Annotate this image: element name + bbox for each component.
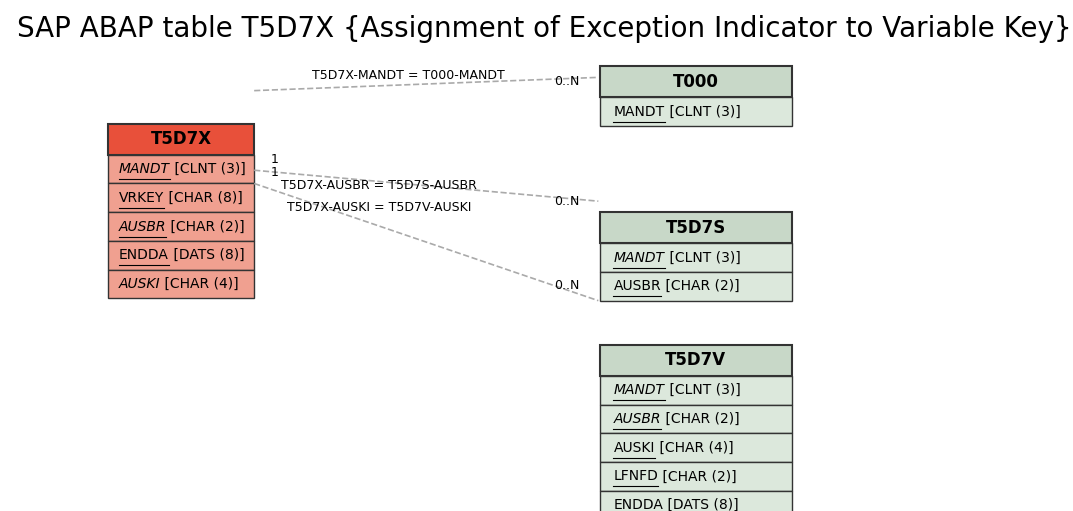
Text: [CHAR (4)]: [CHAR (4)] <box>655 440 734 455</box>
Text: VRKEY: VRKEY <box>118 191 164 205</box>
Text: AUSKI: AUSKI <box>118 277 160 291</box>
Text: MANDT: MANDT <box>614 250 664 265</box>
Text: [CLNT (3)]: [CLNT (3)] <box>664 105 740 119</box>
Text: MANDT [CLNT (3)]: MANDT [CLNT (3)] <box>118 162 245 176</box>
Text: [CHAR (2)]: [CHAR (2)] <box>661 412 739 426</box>
Bar <box>600 376 792 405</box>
Text: [CHAR (8)]: [CHAR (8)] <box>164 191 242 205</box>
Text: [CHAR (2)]: [CHAR (2)] <box>661 280 739 293</box>
Text: AUSBR: AUSBR <box>614 280 661 293</box>
Text: T5D7S: T5D7S <box>665 219 726 237</box>
Text: ENDDA: ENDDA <box>118 248 168 262</box>
Bar <box>600 97 792 126</box>
Text: [CLNT (3)]: [CLNT (3)] <box>664 250 740 265</box>
Text: [CLNT (3)]: [CLNT (3)] <box>664 383 740 397</box>
Bar <box>600 243 792 272</box>
Text: AUSKI [CHAR (4)]: AUSKI [CHAR (4)] <box>118 277 238 291</box>
Bar <box>108 241 254 270</box>
Text: T000: T000 <box>673 73 719 91</box>
Bar <box>600 272 792 300</box>
Text: 0..N: 0..N <box>554 195 579 207</box>
Text: T5D7X-MANDT = T000-MANDT: T5D7X-MANDT = T000-MANDT <box>312 69 504 82</box>
Bar <box>108 183 254 212</box>
Text: SAP ABAP table T5D7X {Assignment of Exception Indicator to Variable Key}: SAP ABAP table T5D7X {Assignment of Exce… <box>17 15 1071 43</box>
Text: 1: 1 <box>270 153 279 166</box>
Text: AUSBR [CHAR (2)]: AUSBR [CHAR (2)] <box>614 412 739 426</box>
Text: AUSBR: AUSBR <box>118 220 166 234</box>
Text: [CHAR (4)]: [CHAR (4)] <box>160 277 239 291</box>
Bar <box>600 66 792 97</box>
Text: AUSBR [CHAR (2)]: AUSBR [CHAR (2)] <box>118 220 245 234</box>
Bar <box>600 345 792 376</box>
Text: AUSKI: AUSKI <box>614 440 655 455</box>
Text: LFNFD: LFNFD <box>614 470 658 483</box>
Text: [CHAR (2)]: [CHAR (2)] <box>659 470 737 483</box>
Bar <box>108 155 254 183</box>
Text: MANDT: MANDT <box>118 162 170 176</box>
Text: T5D7X-AUSBR = T5D7S-AUSBR: T5D7X-AUSBR = T5D7S-AUSBR <box>281 179 477 192</box>
Text: MANDT: MANDT <box>614 383 664 397</box>
Text: ENDDA [DATS (8)]: ENDDA [DATS (8)] <box>118 248 244 262</box>
Text: MANDT [CLNT (3)]: MANDT [CLNT (3)] <box>614 105 740 119</box>
Bar <box>600 462 792 491</box>
Text: MANDT: MANDT <box>614 105 664 119</box>
Bar <box>108 124 254 155</box>
Bar <box>600 433 792 462</box>
Text: AUSBR: AUSBR <box>614 412 661 426</box>
Text: AUSBR [CHAR (2)]: AUSBR [CHAR (2)] <box>614 280 739 293</box>
Text: ENDDA: ENDDA <box>614 498 663 511</box>
Text: T5D7X-AUSKI = T5D7V-AUSKI: T5D7X-AUSKI = T5D7V-AUSKI <box>286 201 471 215</box>
Text: LFNFD [CHAR (2)]: LFNFD [CHAR (2)] <box>614 470 737 483</box>
Text: T5D7X: T5D7X <box>150 130 211 148</box>
Text: 0..N: 0..N <box>554 278 579 292</box>
Bar <box>600 212 792 243</box>
Text: 1: 1 <box>270 166 279 179</box>
Text: ENDDA [DATS (8)]: ENDDA [DATS (8)] <box>614 498 739 511</box>
Bar <box>600 491 792 511</box>
Text: AUSKI [CHAR (4)]: AUSKI [CHAR (4)] <box>614 440 734 455</box>
Text: T5D7V: T5D7V <box>665 352 726 369</box>
Text: 0..N: 0..N <box>554 75 579 88</box>
Text: VRKEY [CHAR (8)]: VRKEY [CHAR (8)] <box>118 191 242 205</box>
Bar <box>108 212 254 241</box>
Text: [DATS (8)]: [DATS (8)] <box>168 248 245 262</box>
Text: [CLNT (3)]: [CLNT (3)] <box>170 162 246 176</box>
Text: [CHAR (2)]: [CHAR (2)] <box>166 220 245 234</box>
Text: MANDT [CLNT (3)]: MANDT [CLNT (3)] <box>614 250 740 265</box>
Bar <box>108 270 254 298</box>
Bar <box>600 405 792 433</box>
Text: MANDT [CLNT (3)]: MANDT [CLNT (3)] <box>614 383 740 397</box>
Text: [DATS (8)]: [DATS (8)] <box>663 498 739 511</box>
